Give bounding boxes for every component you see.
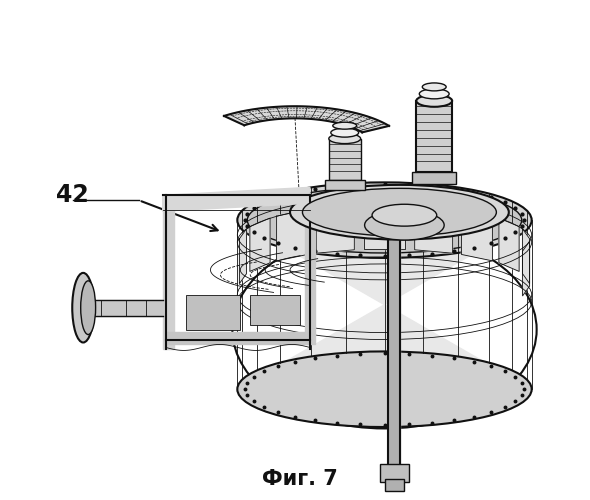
Polygon shape: [224, 106, 389, 132]
FancyBboxPatch shape: [186, 294, 240, 330]
FancyBboxPatch shape: [329, 138, 360, 180]
Polygon shape: [523, 229, 530, 283]
Polygon shape: [93, 300, 163, 316]
Polygon shape: [388, 215, 401, 469]
Polygon shape: [499, 218, 519, 272]
Text: 42: 42: [56, 184, 89, 208]
Polygon shape: [163, 196, 173, 350]
Text: Фиг. 7: Фиг. 7: [262, 468, 338, 488]
FancyBboxPatch shape: [385, 478, 404, 490]
Ellipse shape: [417, 95, 452, 107]
Ellipse shape: [333, 122, 357, 129]
Ellipse shape: [290, 185, 509, 240]
Polygon shape: [316, 205, 355, 253]
Polygon shape: [415, 205, 453, 253]
Ellipse shape: [303, 188, 496, 236]
Polygon shape: [364, 204, 405, 250]
Ellipse shape: [237, 182, 532, 258]
Polygon shape: [250, 218, 270, 272]
Polygon shape: [461, 210, 493, 261]
Polygon shape: [237, 182, 532, 427]
Ellipse shape: [419, 89, 449, 99]
Polygon shape: [166, 332, 310, 344]
Polygon shape: [277, 210, 307, 261]
FancyBboxPatch shape: [412, 172, 456, 184]
Polygon shape: [305, 196, 315, 344]
Ellipse shape: [237, 352, 532, 427]
FancyBboxPatch shape: [417, 101, 452, 172]
FancyBboxPatch shape: [250, 294, 300, 324]
Ellipse shape: [329, 134, 360, 143]
Ellipse shape: [81, 281, 96, 334]
Ellipse shape: [247, 188, 522, 253]
Polygon shape: [523, 242, 530, 296]
Polygon shape: [163, 188, 310, 211]
Ellipse shape: [372, 204, 437, 226]
FancyBboxPatch shape: [379, 464, 409, 481]
Ellipse shape: [331, 128, 359, 137]
FancyBboxPatch shape: [325, 180, 365, 190]
Ellipse shape: [365, 210, 444, 240]
Ellipse shape: [422, 83, 446, 91]
Polygon shape: [240, 229, 247, 283]
Ellipse shape: [72, 273, 94, 342]
